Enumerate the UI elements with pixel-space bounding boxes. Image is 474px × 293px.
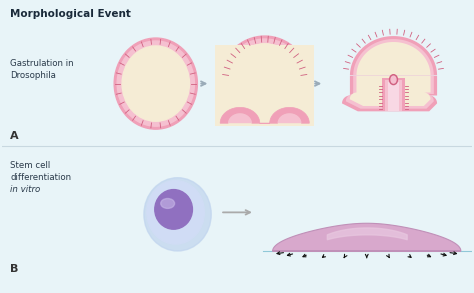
Ellipse shape xyxy=(117,41,194,126)
Text: B: B xyxy=(10,264,18,274)
Polygon shape xyxy=(273,223,461,251)
Ellipse shape xyxy=(122,46,190,121)
Polygon shape xyxy=(388,82,400,111)
Polygon shape xyxy=(228,113,301,123)
Polygon shape xyxy=(220,108,310,123)
Ellipse shape xyxy=(391,76,396,83)
Polygon shape xyxy=(342,36,437,111)
Text: Morphological Event: Morphological Event xyxy=(10,9,131,19)
Polygon shape xyxy=(382,78,405,111)
Ellipse shape xyxy=(220,36,310,127)
Ellipse shape xyxy=(144,178,211,251)
Polygon shape xyxy=(384,80,402,111)
Polygon shape xyxy=(350,42,430,106)
Text: Gastrulation in
Drosophila: Gastrulation in Drosophila xyxy=(10,59,74,80)
FancyBboxPatch shape xyxy=(215,111,314,141)
Ellipse shape xyxy=(147,181,204,244)
FancyBboxPatch shape xyxy=(215,45,314,126)
Text: A: A xyxy=(10,131,19,141)
Ellipse shape xyxy=(223,39,306,124)
Polygon shape xyxy=(228,113,301,123)
Ellipse shape xyxy=(114,38,197,129)
Text: Stem cell
differentiation: Stem cell differentiation xyxy=(10,161,71,182)
Ellipse shape xyxy=(155,190,192,229)
Ellipse shape xyxy=(161,198,174,208)
Ellipse shape xyxy=(228,44,301,119)
Polygon shape xyxy=(220,108,310,123)
Ellipse shape xyxy=(390,75,398,85)
Polygon shape xyxy=(346,39,434,109)
Text: in vitro: in vitro xyxy=(10,185,40,194)
Ellipse shape xyxy=(229,44,301,115)
